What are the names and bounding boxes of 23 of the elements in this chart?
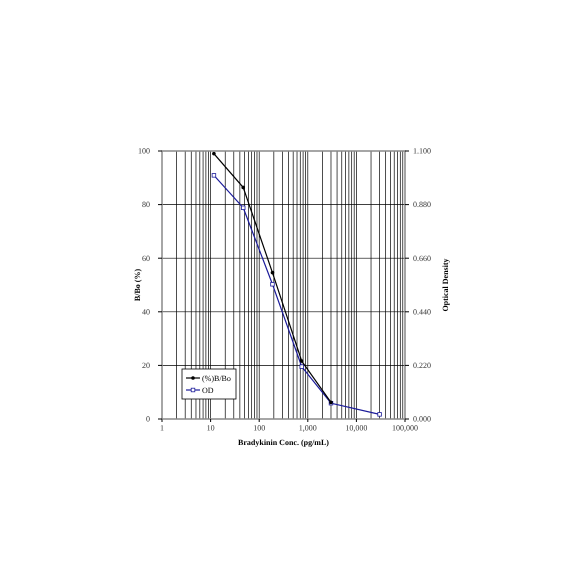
y2-tick-label: 1.100	[413, 146, 431, 156]
y2-tick-label: 0.660	[413, 254, 431, 263]
x-tick-label: 1,000	[298, 424, 317, 433]
y2-axis-title: Optical Density	[441, 258, 450, 312]
legend-label: (%)B/Bo	[202, 374, 231, 383]
y-tick-label: 40	[142, 307, 150, 316]
x-tick-label: 100	[253, 424, 266, 433]
y2-tick-label: 0.880	[413, 200, 431, 210]
legend-label: OD	[202, 386, 214, 395]
y-tick-label: 0	[146, 414, 150, 424]
y2-tick-label: 0.440	[413, 307, 431, 316]
x-tick-label: 10,000	[345, 424, 368, 433]
y-tick-label: 20	[142, 360, 150, 370]
y-tick-label: 80	[142, 200, 150, 210]
y-tick-label: 60	[142, 254, 150, 263]
y2-tick-label: 0.220	[413, 360, 431, 370]
x-tick-label: 10	[206, 424, 215, 433]
y2-tick-label: 0.000	[413, 414, 431, 424]
x-axis-title: Bradykinin Conc. (pg/mL)	[238, 438, 330, 447]
x-tick-label: 100,000	[392, 424, 418, 433]
y-tick-label: 100	[138, 146, 150, 156]
x-tick-label: 1	[160, 424, 164, 433]
y-axis-title: B/Bo (%)	[133, 268, 142, 302]
